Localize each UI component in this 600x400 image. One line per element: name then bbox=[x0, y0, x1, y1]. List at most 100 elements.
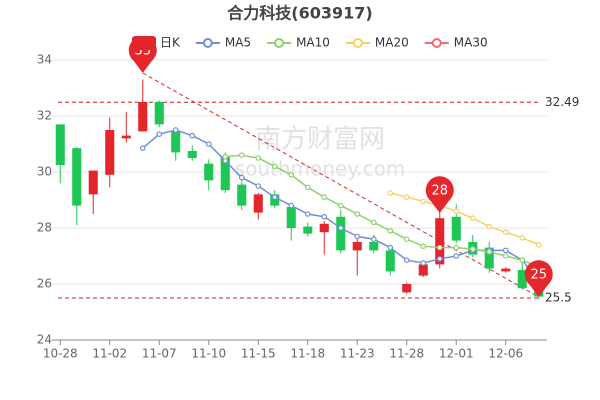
legend-swatch bbox=[431, 38, 442, 48]
ma-point bbox=[271, 194, 278, 201]
candle-body bbox=[237, 184, 247, 206]
ma-point bbox=[304, 184, 311, 191]
legend: 日K MA5 MA10 MA20 MA30 bbox=[132, 36, 488, 50]
candle-body bbox=[435, 218, 445, 265]
x-tick-label: 12-06 bbox=[488, 347, 523, 361]
ma-point bbox=[337, 202, 344, 209]
candle-body bbox=[220, 156, 230, 191]
ma-point bbox=[156, 131, 163, 138]
reference-label: 32.49 bbox=[545, 95, 579, 109]
pin-label: 28 bbox=[431, 184, 448, 199]
candle-body bbox=[369, 242, 379, 251]
annotation-pin: 28 bbox=[425, 176, 454, 213]
x-tick-label: 11-07 bbox=[142, 347, 177, 361]
candle-body bbox=[121, 135, 131, 139]
y-tick-label: 28 bbox=[37, 221, 52, 235]
ma-point bbox=[139, 145, 146, 152]
y-tick-label: 30 bbox=[37, 165, 52, 179]
annotation-pin: 25 bbox=[524, 260, 553, 297]
y-tick-label: 26 bbox=[37, 277, 52, 291]
candle-body bbox=[484, 247, 494, 269]
legend-label: MA10 bbox=[296, 36, 330, 50]
chart-title: 合力科技(603917) bbox=[227, 4, 372, 23]
ma-point bbox=[172, 127, 179, 133]
x-tick-label: 11-15 bbox=[241, 347, 276, 361]
candle-body bbox=[88, 170, 98, 195]
legend-label: MA20 bbox=[375, 36, 409, 50]
pin-shape bbox=[425, 176, 454, 213]
pin-shape bbox=[524, 260, 553, 297]
candle-body bbox=[253, 194, 263, 213]
ma-point bbox=[387, 244, 394, 251]
ma-point bbox=[420, 198, 427, 205]
legend-swatch bbox=[274, 38, 285, 48]
candle-body bbox=[319, 223, 329, 233]
legend-label: 日K bbox=[160, 36, 181, 50]
ma-point bbox=[222, 153, 229, 160]
legend-swatch bbox=[132, 36, 156, 50]
candle-body bbox=[451, 216, 461, 241]
ma-point bbox=[321, 214, 328, 220]
ma-point bbox=[453, 244, 460, 251]
candle-body bbox=[352, 242, 362, 251]
x-tick-label: 11-23 bbox=[340, 347, 375, 361]
ma-point bbox=[486, 249, 493, 255]
legend-label: MA5 bbox=[225, 36, 251, 50]
ma-point bbox=[205, 141, 212, 147]
ma-point bbox=[255, 183, 262, 189]
ma-point bbox=[535, 242, 542, 248]
candle-body bbox=[501, 268, 511, 272]
candle-body bbox=[154, 102, 164, 125]
y-tick-label: 32 bbox=[37, 109, 52, 123]
candle-body bbox=[270, 194, 280, 206]
ma-point bbox=[502, 247, 509, 254]
ma-point bbox=[354, 233, 361, 240]
x-tick-label: 11-02 bbox=[92, 347, 127, 361]
x-tick-label: 10-28 bbox=[43, 347, 78, 361]
candle-body bbox=[105, 130, 115, 175]
ma-point bbox=[502, 229, 509, 236]
ma-point bbox=[354, 211, 361, 217]
candle-body bbox=[336, 216, 346, 251]
candle-body bbox=[402, 284, 412, 293]
y-tick-label: 24 bbox=[37, 333, 52, 347]
candle-body bbox=[418, 264, 428, 276]
ma-point bbox=[255, 155, 262, 161]
ma-point bbox=[403, 257, 410, 264]
candle-body bbox=[204, 163, 214, 181]
ma-point bbox=[469, 246, 476, 252]
ma-point bbox=[519, 235, 526, 241]
y-tick-label: 34 bbox=[37, 53, 52, 67]
watermark: southmoney.com bbox=[235, 157, 406, 181]
ma-point bbox=[370, 236, 377, 243]
ma-line bbox=[390, 192, 540, 246]
candle-body bbox=[286, 207, 296, 228]
ma-point bbox=[436, 244, 443, 251]
ma-point bbox=[370, 219, 377, 226]
ma-point bbox=[288, 172, 295, 178]
pin-label: 25 bbox=[530, 268, 547, 283]
ma-point bbox=[321, 194, 328, 201]
ma-point bbox=[420, 260, 427, 266]
legend-swatch bbox=[202, 38, 213, 48]
ma-point bbox=[403, 236, 410, 243]
candle-body bbox=[55, 124, 65, 165]
legend-label: MA30 bbox=[454, 36, 488, 50]
candle-body bbox=[138, 102, 148, 132]
ma-point bbox=[469, 215, 476, 222]
ma-point bbox=[436, 255, 443, 262]
ma-point bbox=[502, 253, 509, 259]
candle-body bbox=[187, 151, 197, 158]
candle-body bbox=[303, 226, 313, 234]
watermark: 南方财富网 bbox=[255, 125, 385, 155]
x-tick-label: 11-18 bbox=[290, 347, 325, 361]
ma-point bbox=[486, 223, 493, 230]
ma-point bbox=[453, 253, 460, 259]
ma-point bbox=[387, 190, 394, 196]
x-tick-label: 12-01 bbox=[439, 347, 474, 361]
ma-point bbox=[403, 194, 410, 201]
reference-label: 25.5 bbox=[545, 291, 572, 305]
x-tick-label: 11-28 bbox=[389, 347, 424, 361]
ma-point bbox=[337, 225, 344, 231]
